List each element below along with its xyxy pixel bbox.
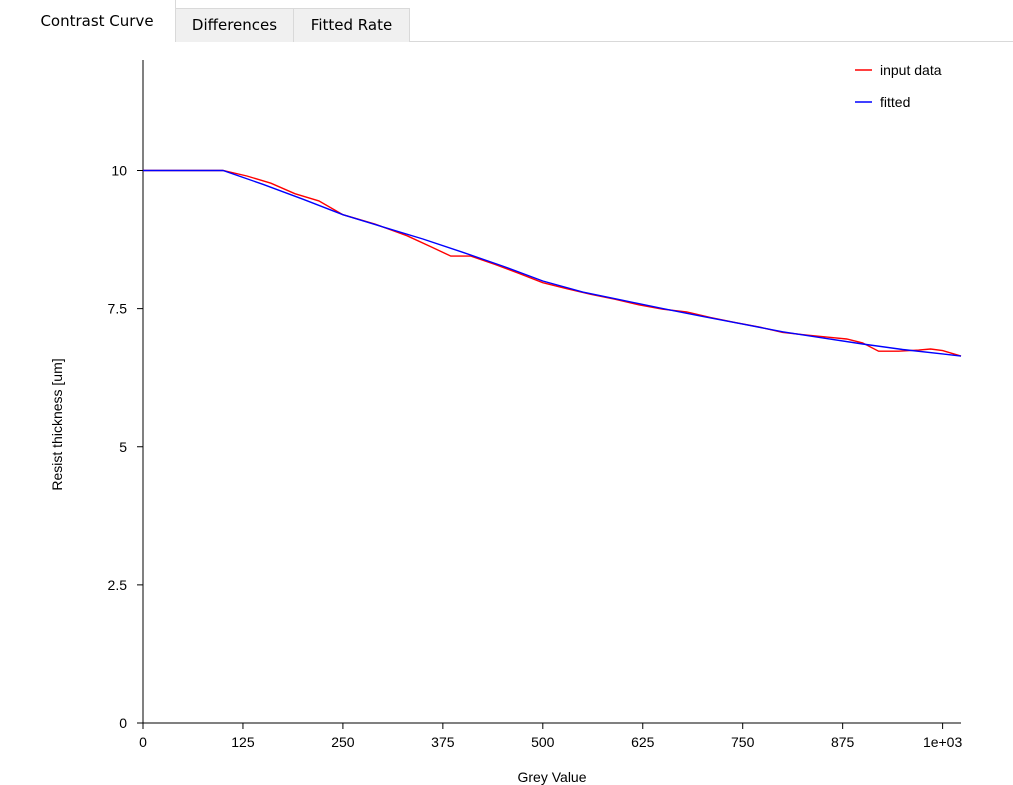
legend-label: fitted xyxy=(880,94,910,110)
x-axis-label: Grey Value xyxy=(518,769,587,785)
x-tick-label: 750 xyxy=(731,734,755,750)
tab-strip-divider xyxy=(176,41,1013,42)
x-tick-label: 250 xyxy=(331,734,355,750)
x-tick-label: 875 xyxy=(831,734,855,750)
tab-fitted-rate[interactable]: Fitted Rate xyxy=(294,8,410,42)
tab-differences[interactable]: Differences xyxy=(176,8,294,42)
series-line-input-data xyxy=(143,169,962,357)
series-line-fitted xyxy=(143,169,962,357)
y-tick-label: 5 xyxy=(119,439,127,455)
y-tick-label: 10 xyxy=(111,163,127,179)
tab-strip: Contrast Curve Differences Fitted Rate xyxy=(0,0,1013,42)
chart-plot-area xyxy=(143,169,962,357)
x-tick-label: 0 xyxy=(139,734,147,750)
tab-contrast-curve[interactable]: Contrast Curve xyxy=(19,0,176,42)
x-tick-label: 500 xyxy=(531,734,555,750)
y-tick-label: 0 xyxy=(119,715,127,731)
y-tick-label: 2.5 xyxy=(108,577,128,593)
contrast-curve-chart: 0 125 250 375 500 625 750 875 1e+03 0 2.5 5 7.5 10 in… xyxy=(49,60,963,785)
y-tick-label: 7.5 xyxy=(108,301,128,317)
legend-label: input data xyxy=(880,62,942,78)
x-tick-label: 375 xyxy=(431,734,455,750)
x-tick-label: 1e+03 xyxy=(923,734,963,750)
y-axis-label: Resist thickness [um] xyxy=(49,358,65,490)
x-tick-label: 125 xyxy=(231,734,255,750)
x-tick-label: 625 xyxy=(631,734,655,750)
chart-legend: input data fitted xyxy=(855,62,942,110)
chart-axes: 0 125 250 375 500 625 750 875 1e+03 0 2.5 5 7.5 10 xyxy=(108,60,963,750)
